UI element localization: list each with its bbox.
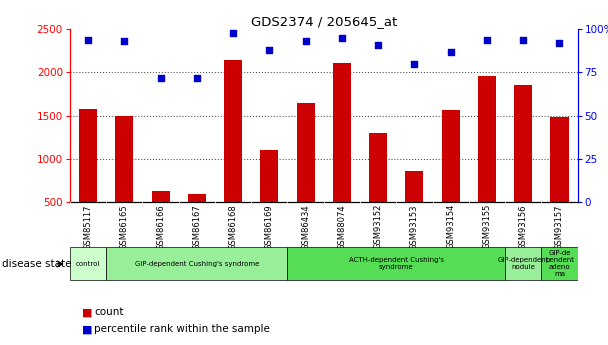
Point [519,37,528,42]
Bar [333,63,351,245]
Point [554,40,564,46]
Bar [188,194,206,245]
Text: GSM85117: GSM85117 [83,204,92,249]
Point [446,49,455,55]
Text: GSM93155: GSM93155 [482,204,491,249]
Point [337,35,347,41]
Bar [505,247,541,280]
Bar [514,85,532,245]
Text: ■: ■ [82,325,92,334]
Text: ■: ■ [82,307,92,317]
Point [192,75,202,80]
Text: GSM86169: GSM86169 [265,204,274,250]
Text: control: control [76,261,100,267]
Text: GSM93153: GSM93153 [410,204,419,249]
Text: GSM93152: GSM93152 [374,204,382,249]
Bar [297,104,315,245]
Text: GSM93154: GSM93154 [446,204,455,249]
Point [228,30,238,36]
Text: percentile rank within the sample: percentile rank within the sample [94,325,270,334]
Text: GSM86166: GSM86166 [156,204,165,250]
Bar [106,247,288,280]
Bar [116,116,133,245]
Text: GSM88074: GSM88074 [337,204,347,250]
Text: GSM86165: GSM86165 [120,204,129,250]
Bar [288,247,505,280]
Text: GSM86434: GSM86434 [301,204,310,250]
Point [264,47,274,53]
Bar [79,109,97,245]
Point [410,61,420,67]
Bar [441,110,460,245]
Bar [541,247,578,280]
Title: GDS2374 / 205645_at: GDS2374 / 205645_at [250,15,397,28]
Text: GSM93156: GSM93156 [519,204,528,249]
Text: count: count [94,307,124,317]
Point [482,37,492,42]
Text: ACTH-dependent Cushing's
syndrome: ACTH-dependent Cushing's syndrome [349,257,444,270]
Bar [260,150,278,245]
Text: disease state: disease state [2,259,71,269]
Point [301,39,311,44]
Bar [151,191,170,245]
Point [156,75,165,80]
Bar [369,133,387,245]
Point [83,37,93,42]
Point [119,39,129,44]
Text: GIP-de
pendent
adeno
ma: GIP-de pendent adeno ma [545,250,574,277]
Point [373,42,383,48]
Bar [478,76,496,245]
Text: GIP-dependent Cushing's syndrome: GIP-dependent Cushing's syndrome [134,261,259,267]
Bar [406,171,424,245]
Text: GSM86168: GSM86168 [229,204,238,250]
Bar [70,247,106,280]
Text: GSM93157: GSM93157 [555,204,564,249]
Text: GIP-dependent
nodule: GIP-dependent nodule [497,257,549,270]
Bar [224,59,242,245]
Bar [550,117,568,245]
Text: GSM86167: GSM86167 [192,204,201,250]
